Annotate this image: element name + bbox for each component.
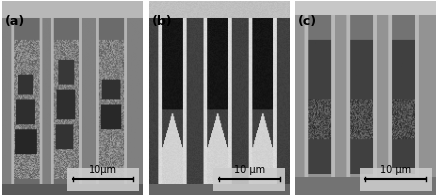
Text: (c): (c): [298, 15, 317, 28]
Text: 10μm: 10μm: [89, 165, 117, 175]
Text: 10 μm: 10 μm: [380, 165, 411, 175]
Bar: [360, 168, 431, 191]
Text: 10 μm: 10 μm: [234, 165, 265, 175]
Text: (a): (a): [5, 15, 25, 28]
Bar: [213, 168, 285, 191]
Bar: [67, 168, 139, 191]
Text: (b): (b): [152, 15, 172, 28]
